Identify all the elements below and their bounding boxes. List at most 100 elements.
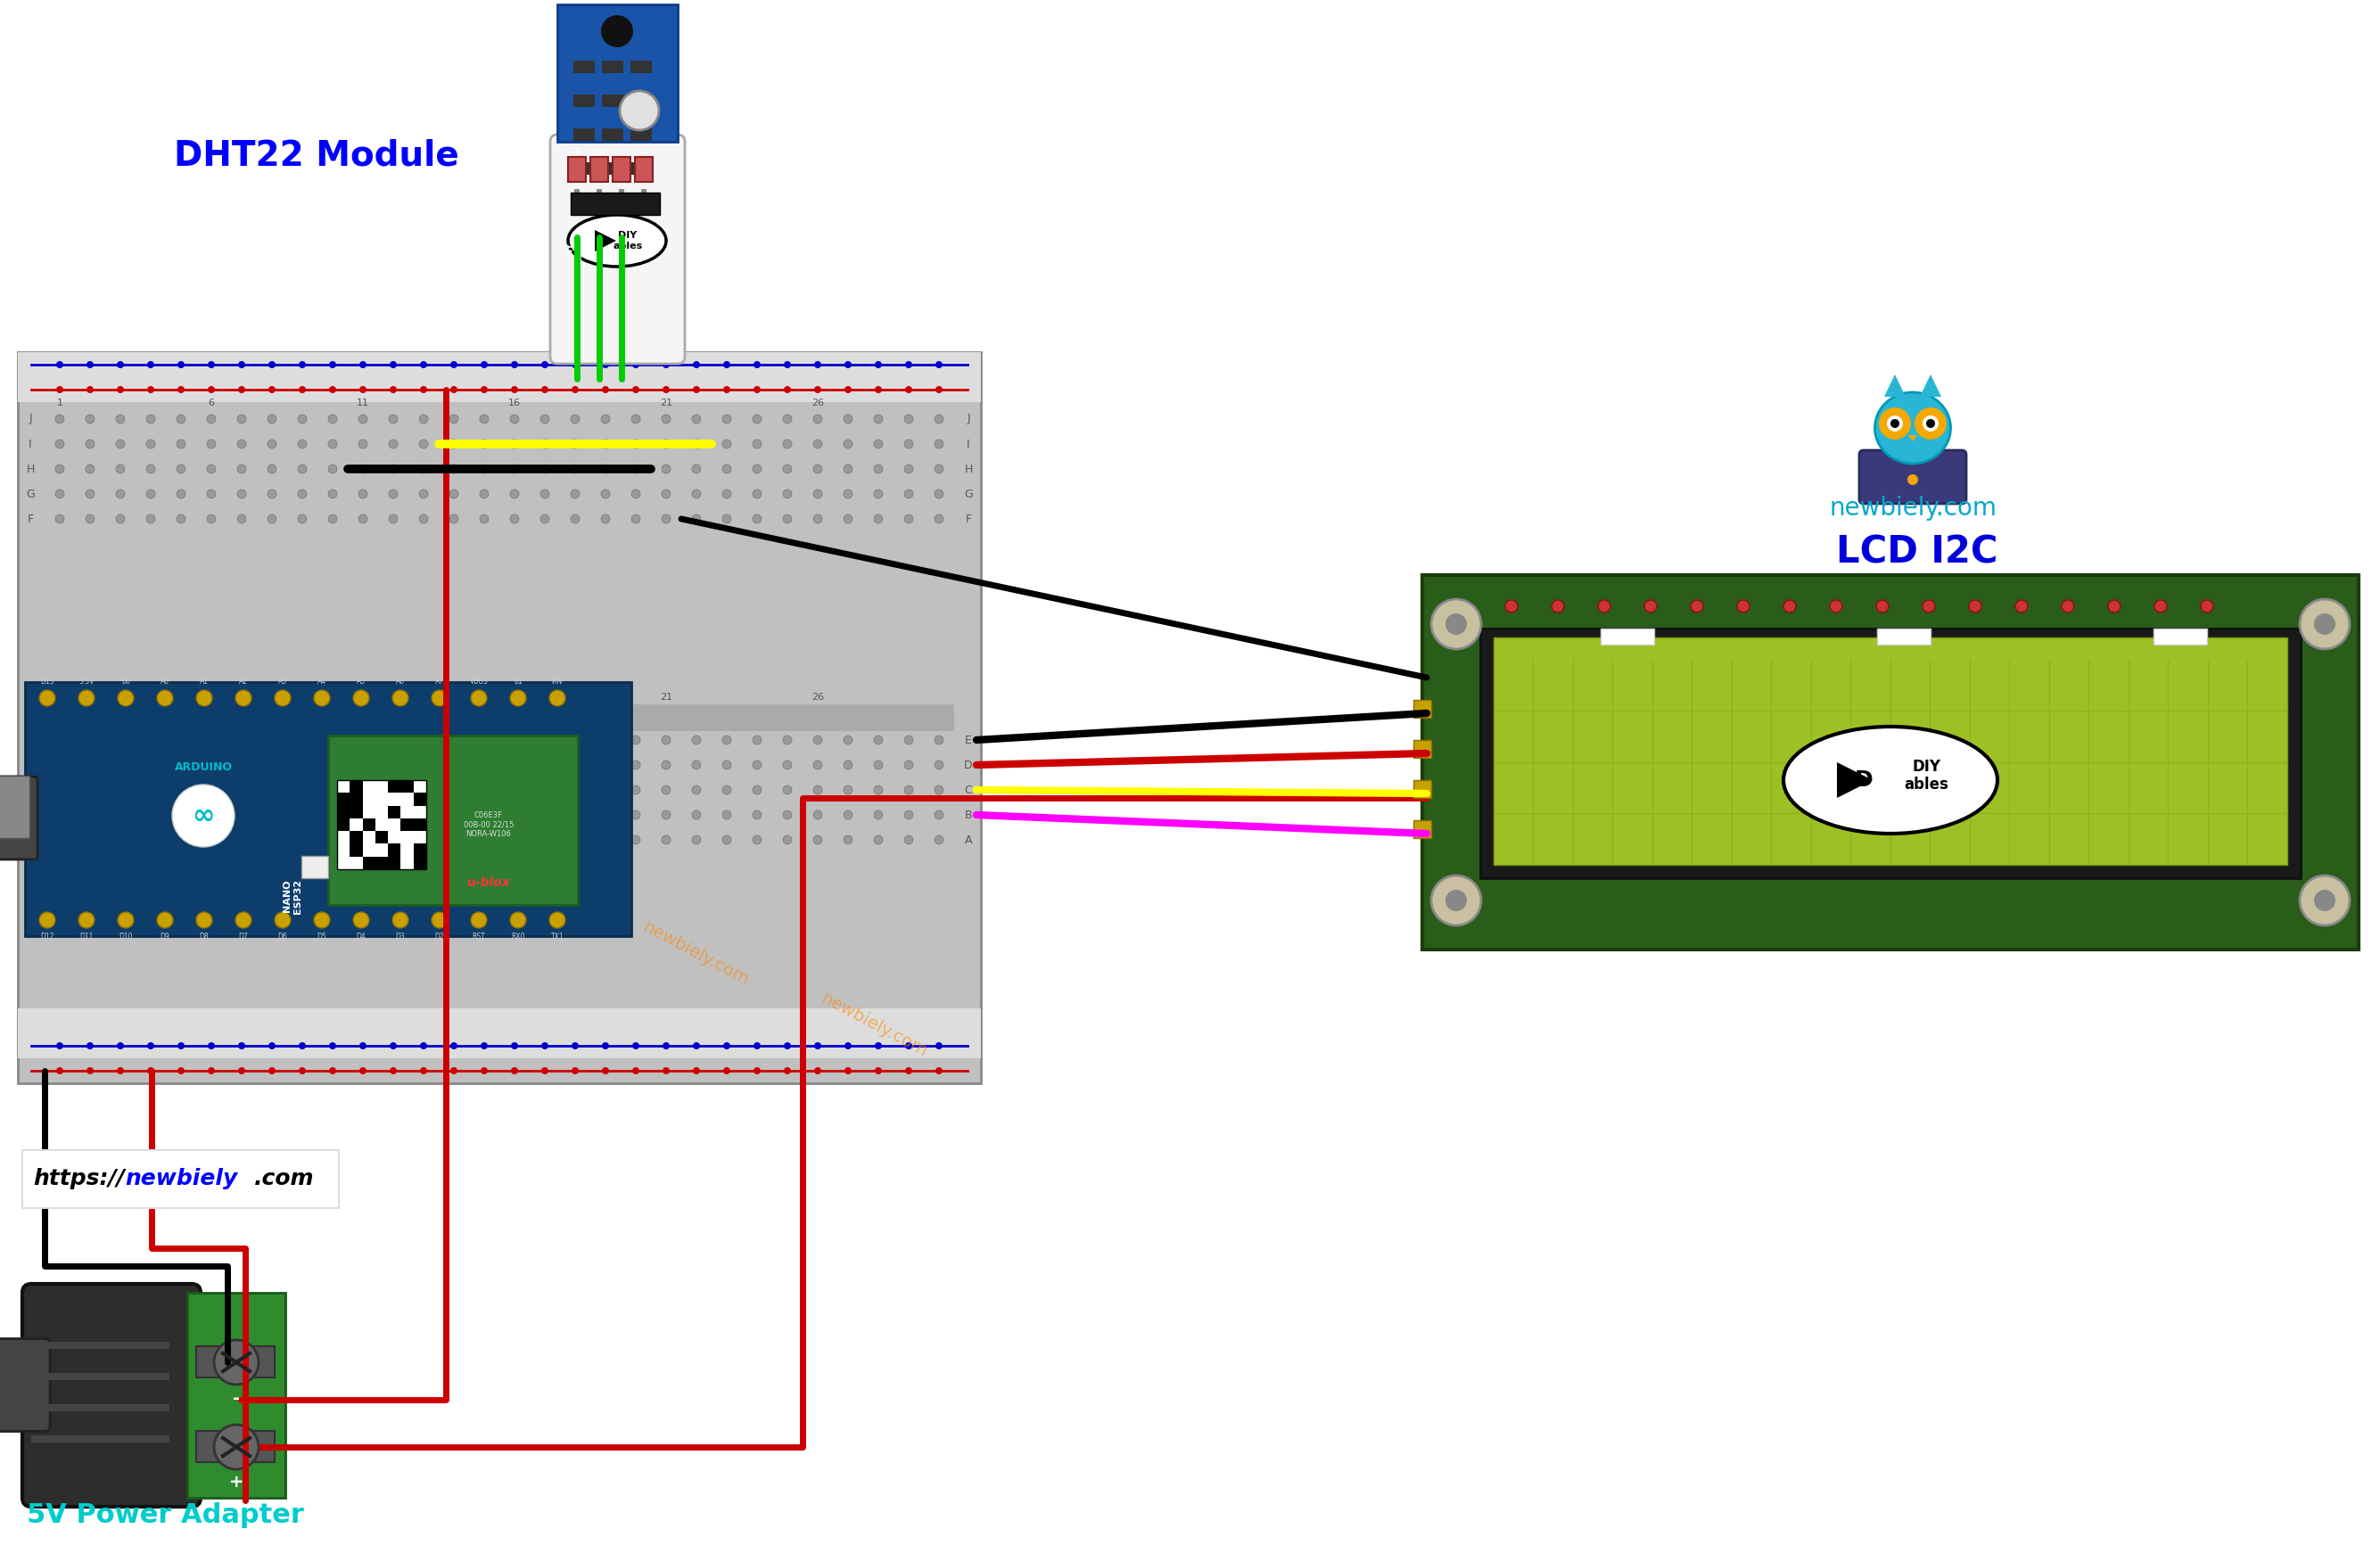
- Circle shape: [471, 690, 488, 706]
- Text: E: E: [964, 734, 971, 745]
- Circle shape: [721, 464, 731, 473]
- Circle shape: [721, 761, 731, 770]
- Circle shape: [117, 414, 124, 423]
- Circle shape: [662, 786, 671, 795]
- Circle shape: [207, 761, 217, 770]
- Circle shape: [935, 514, 942, 523]
- Circle shape: [388, 439, 397, 448]
- Text: J: J: [966, 414, 971, 425]
- Circle shape: [157, 912, 174, 928]
- Circle shape: [450, 489, 459, 498]
- Bar: [31, 1435, 169, 1443]
- Bar: [376, 856, 388, 870]
- Circle shape: [450, 736, 459, 745]
- Circle shape: [419, 414, 428, 423]
- Circle shape: [117, 1067, 124, 1075]
- Text: -: -: [643, 147, 645, 158]
- Circle shape: [55, 514, 64, 523]
- Circle shape: [752, 439, 762, 448]
- Bar: [388, 779, 400, 793]
- Circle shape: [450, 761, 459, 770]
- Bar: [631, 95, 652, 106]
- Bar: [602, 128, 624, 141]
- Circle shape: [207, 736, 217, 745]
- Circle shape: [481, 761, 488, 770]
- Circle shape: [267, 836, 276, 845]
- Circle shape: [602, 16, 633, 47]
- Bar: [350, 793, 362, 806]
- Circle shape: [571, 464, 581, 473]
- Circle shape: [2313, 890, 2335, 911]
- Text: RX0: RX0: [512, 933, 526, 940]
- Text: G: G: [26, 487, 36, 500]
- Circle shape: [631, 414, 640, 423]
- Bar: [1414, 779, 1430, 798]
- Circle shape: [481, 786, 488, 795]
- Circle shape: [176, 811, 186, 820]
- Circle shape: [238, 414, 245, 423]
- Text: B: B: [26, 809, 33, 820]
- Circle shape: [904, 386, 912, 394]
- Circle shape: [876, 361, 883, 369]
- Text: u-blox: u-blox: [466, 876, 509, 889]
- Circle shape: [359, 786, 367, 795]
- Circle shape: [721, 836, 731, 845]
- Circle shape: [86, 514, 95, 523]
- Circle shape: [1737, 600, 1749, 612]
- Circle shape: [214, 1425, 259, 1470]
- Circle shape: [845, 361, 852, 369]
- Circle shape: [207, 361, 214, 369]
- Bar: [338, 806, 350, 818]
- Circle shape: [662, 761, 671, 770]
- Circle shape: [540, 514, 550, 523]
- Circle shape: [238, 761, 245, 770]
- Circle shape: [148, 1067, 155, 1075]
- Circle shape: [693, 489, 700, 498]
- Text: H: H: [964, 464, 973, 475]
- Circle shape: [602, 1067, 609, 1075]
- Bar: [195, 1346, 274, 1378]
- Text: LCD I2C: LCD I2C: [1837, 534, 1999, 572]
- Circle shape: [86, 836, 95, 845]
- Circle shape: [1887, 415, 1904, 431]
- Polygon shape: [1885, 375, 1906, 397]
- Circle shape: [86, 736, 95, 745]
- Bar: [414, 818, 426, 831]
- Circle shape: [238, 439, 245, 448]
- Circle shape: [117, 386, 124, 394]
- Text: RST: RST: [471, 933, 486, 940]
- Circle shape: [2313, 614, 2335, 634]
- Circle shape: [721, 786, 731, 795]
- Bar: [569, 156, 585, 181]
- Circle shape: [298, 836, 307, 845]
- Circle shape: [55, 464, 64, 473]
- Circle shape: [328, 464, 338, 473]
- Circle shape: [662, 736, 671, 745]
- Circle shape: [509, 736, 519, 745]
- Circle shape: [145, 836, 155, 845]
- Circle shape: [783, 786, 793, 795]
- Bar: [619, 189, 624, 206]
- Circle shape: [176, 464, 186, 473]
- Circle shape: [352, 912, 369, 928]
- Circle shape: [509, 811, 519, 820]
- Circle shape: [540, 786, 550, 795]
- Circle shape: [602, 761, 609, 770]
- Circle shape: [388, 786, 397, 795]
- Circle shape: [419, 386, 426, 394]
- Circle shape: [274, 690, 290, 706]
- Circle shape: [783, 1042, 790, 1050]
- Circle shape: [207, 836, 217, 845]
- Circle shape: [843, 786, 852, 795]
- Text: DHT22 Module: DHT22 Module: [174, 139, 459, 173]
- Circle shape: [873, 464, 883, 473]
- Bar: [574, 61, 595, 73]
- Circle shape: [873, 811, 883, 820]
- Circle shape: [55, 736, 64, 745]
- Circle shape: [662, 489, 671, 498]
- Circle shape: [117, 786, 124, 795]
- Circle shape: [540, 386, 547, 394]
- Circle shape: [274, 912, 290, 928]
- Circle shape: [509, 489, 519, 498]
- Circle shape: [904, 464, 914, 473]
